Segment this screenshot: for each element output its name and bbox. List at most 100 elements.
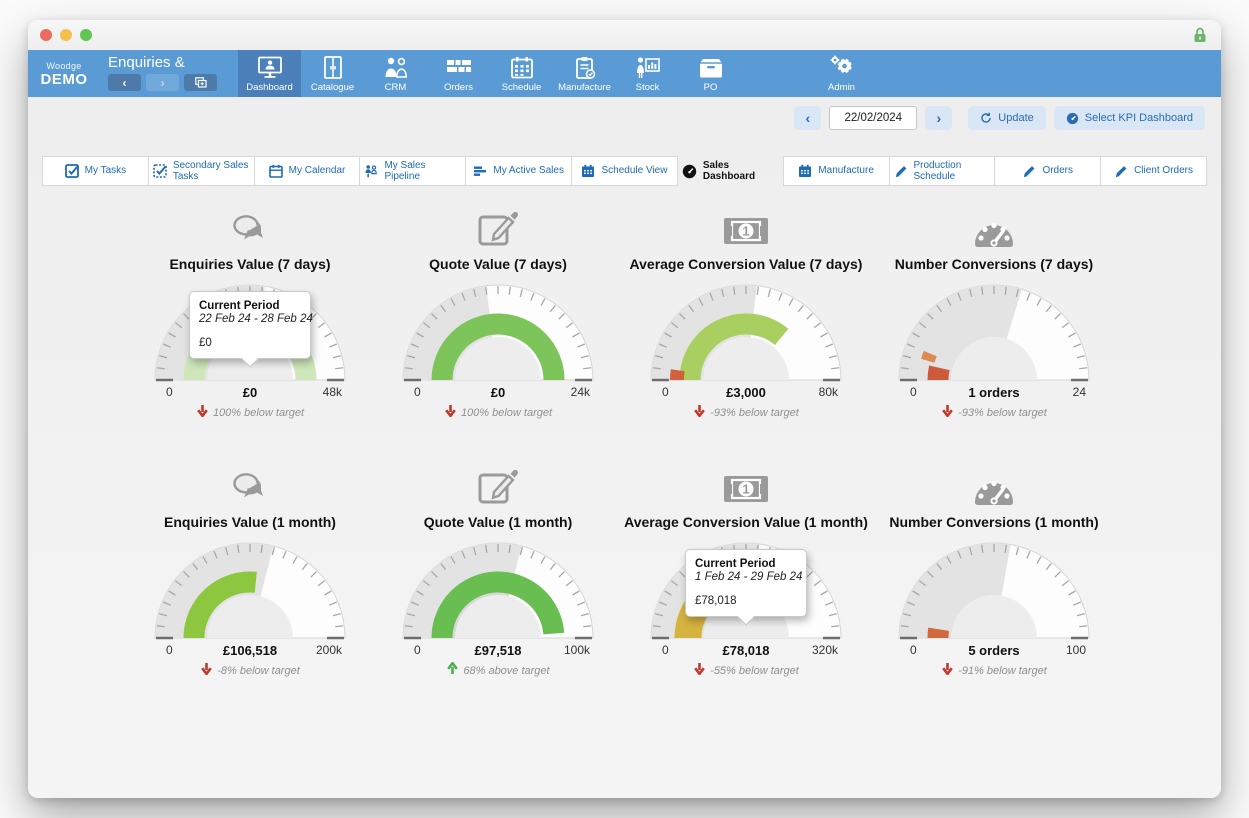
logo-bold-text: DEMO [40, 71, 88, 88]
edit-square-icon [477, 206, 519, 248]
tab-sales-dashboard[interactable]: Sales Dashboard [677, 156, 784, 186]
gauge-min-label: 0 [910, 643, 917, 657]
zoom-window-button[interactable] [80, 29, 92, 41]
gauge-value-label: £106,518 [222, 643, 278, 658]
minimize-window-button[interactable] [60, 29, 72, 41]
chevron-left-icon: ‹ [122, 75, 127, 90]
gauge-max-label: 200k [315, 643, 342, 657]
gauge-delta: -91% below target [941, 662, 1047, 680]
chat-bubbles-icon [227, 206, 273, 248]
nav-item-label: Catalogue [310, 82, 355, 93]
main-toolbar: Woodge DEMO Enquiries & ‹ › Dashboard [28, 50, 1221, 97]
checkbox-icon [64, 164, 79, 178]
gauge-delta: -93% below target [941, 404, 1047, 422]
gauge-scale-labels: 0 £0 24k [398, 385, 598, 401]
gauge-delta-text: 68% above target [463, 665, 550, 677]
arrow-down-icon [693, 662, 706, 680]
close-window-button[interactable] [40, 29, 52, 41]
gauge-value-label: £97,518 [474, 643, 522, 658]
tab-orders[interactable]: Orders [994, 156, 1102, 186]
tab-schedule-view[interactable]: Schedule View [571, 156, 678, 186]
gauge-max-label: 24 [1072, 385, 1086, 399]
nav-item-crm[interactable]: CRM [364, 50, 427, 97]
tooltip-date-range: 22 Feb 24 - 28 Feb 24 [199, 313, 313, 325]
screen-title: Enquiries & [108, 54, 185, 71]
tab-my-calendar[interactable]: My Calendar [253, 156, 361, 186]
tooltip-value: £78,018 [695, 595, 737, 607]
gauge-value-label: 1 orders [968, 385, 1020, 400]
gauge-title: Average Conversion Value (1 month) [624, 514, 868, 530]
gauge-max-label: 100 [1065, 643, 1086, 657]
arrow-down-icon [200, 662, 213, 680]
arrow-down-icon [941, 662, 954, 680]
tab-production-schedule[interactable]: Production Schedule [888, 156, 996, 186]
gauge-chart[interactable] [398, 282, 598, 382]
gauge-max-label: 320k [811, 643, 838, 657]
tab-label: My Sales Pipeline [384, 159, 426, 183]
banknote-icon: 1 [722, 206, 770, 248]
gauge-tooltip: Current Period 22 Feb 24 - 28 Feb 24 £0 [189, 291, 313, 368]
tab-client-orders[interactable]: Client Orders [1100, 156, 1207, 186]
app-logo: Woodge DEMO [28, 50, 100, 97]
tab-label: My Tasks [84, 165, 127, 177]
tab-label: Orders [1042, 165, 1073, 177]
gauge-chart[interactable] [398, 540, 598, 640]
tab-manufacture[interactable]: Manufacture [782, 156, 890, 186]
nav-item-manufacture[interactable]: Manufacture [553, 50, 616, 97]
logo-small-text: Woodge [46, 61, 82, 71]
gauge-box [150, 540, 350, 640]
gauge-delta: 100% below target [196, 404, 304, 422]
nav-item-admin[interactable]: Admin [810, 50, 873, 97]
tab-secondary-sales-tasks[interactable]: Secondary Sales Tasks [147, 156, 255, 186]
manufacture-icon [573, 55, 597, 80]
svg-text:1: 1 [742, 482, 749, 497]
gauge-max-label: 24k [570, 385, 590, 399]
po-icon [698, 55, 724, 80]
tooltip-date-range: 1 Feb 24 - 29 Feb 24 [695, 571, 803, 583]
gauge-chart[interactable] [894, 540, 1094, 640]
update-button[interactable]: Update [968, 106, 1046, 130]
gauge-title: Average Conversion Value (7 days) [629, 256, 863, 272]
nav-item-dashboard[interactable]: Dashboard [238, 50, 301, 97]
kpi-gauge-grid: Enquiries Value (7 days) Current Period … [126, 206, 1221, 680]
tab-my-tasks[interactable]: My Tasks [42, 156, 149, 186]
gauge-delta-text: -93% below target [958, 407, 1047, 419]
kpi-cell-number-conversions-7-days-: Number Conversions (7 days) 0 1 orders 2… [870, 206, 1118, 422]
gauge-scale-labels: 0 £3,000 80k [646, 385, 846, 401]
nav-item-label: PO [703, 82, 718, 93]
stock-icon [635, 55, 661, 80]
gauge-scale-labels: 0 5 orders 100 [894, 643, 1094, 659]
tab-label: Client Orders [1134, 165, 1193, 177]
gauge-box [894, 540, 1094, 640]
nav-item-orders[interactable]: Orders [427, 50, 490, 97]
tab-my-active-sales[interactable]: My Active Sales [465, 156, 573, 186]
orders-icon [446, 55, 472, 80]
nav-item-stock[interactable]: Stock [616, 50, 679, 97]
gauge-chart[interactable] [894, 282, 1094, 382]
screen-title-block: Enquiries & ‹ › [100, 50, 238, 97]
prev-date-button[interactable]: ‹ [794, 106, 822, 130]
forward-button[interactable]: › [146, 74, 179, 91]
select-kpi-dashboard-button[interactable]: Select KPI Dashboard [1053, 106, 1205, 130]
update-label: Update [998, 112, 1034, 124]
kpi-cell-enquiries-value-7-days-: Enquiries Value (7 days) Current Period … [126, 206, 374, 422]
kpi-cell-average-conversion-value-7-days-: 1 Average Conversion Value (7 days) 0 £3… [622, 206, 870, 422]
tab-my-sales-pipeline[interactable]: My Sales Pipeline [359, 156, 467, 186]
gauge-chart[interactable] [646, 282, 846, 382]
nav-item-schedule[interactable]: Schedule [490, 50, 553, 97]
nav-item-po[interactable]: PO [679, 50, 742, 97]
calendar-filled-icon [581, 164, 595, 178]
next-date-button[interactable]: › [925, 106, 953, 130]
pencil-icon [1114, 164, 1128, 178]
windows-button[interactable] [184, 74, 217, 91]
gauge-chart[interactable] [150, 540, 350, 640]
date-input[interactable] [829, 106, 918, 130]
gauge-value-label: £78,018 [722, 643, 770, 658]
nav-item-label: Schedule [501, 82, 542, 93]
select-kpi-dashboard-label: Select KPI Dashboard [1084, 112, 1193, 124]
tab-label: Secondary Sales Tasks [172, 159, 249, 183]
nav-item-catalogue[interactable]: Catalogue [301, 50, 364, 97]
gauge-delta-text: -91% below target [958, 665, 1047, 677]
back-button[interactable]: ‹ [108, 74, 141, 91]
chevron-right-icon: › [160, 75, 165, 90]
